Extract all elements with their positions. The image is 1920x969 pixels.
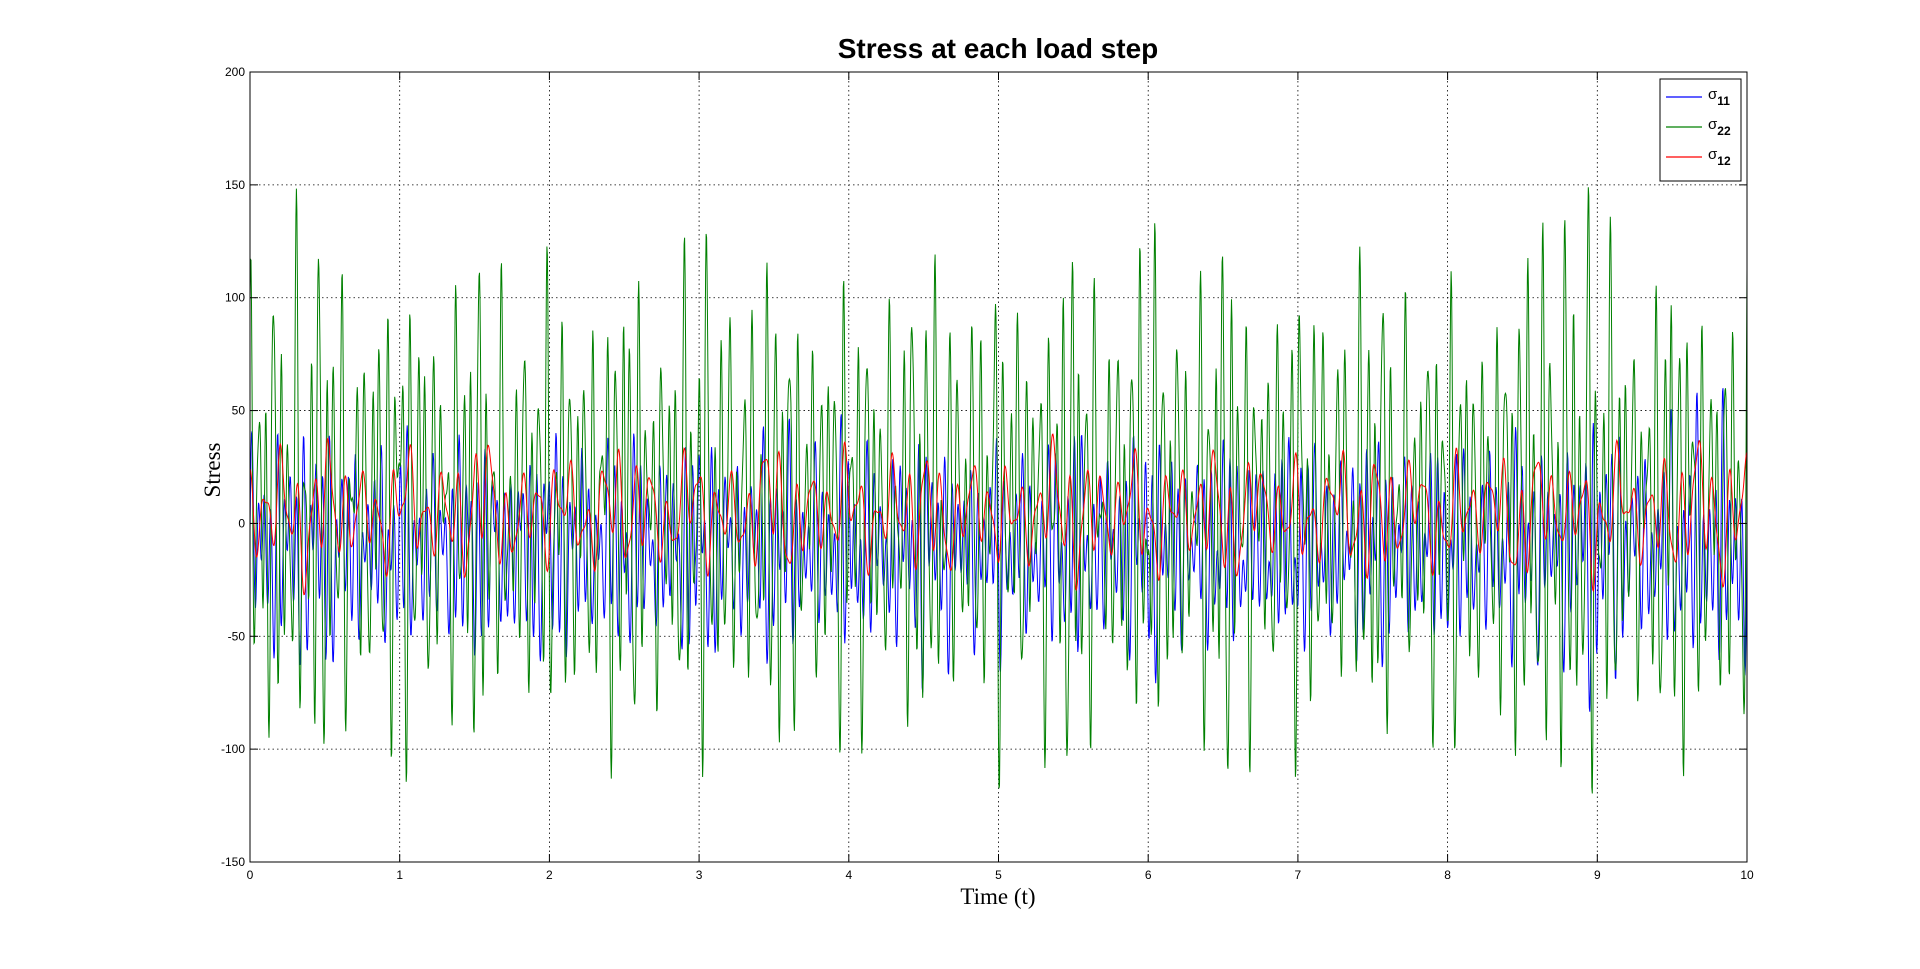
chart-title: Stress at each load step (838, 33, 1159, 64)
y-tick-label: 150 (225, 178, 245, 192)
series-line-sigma-12 (249, 433, 1748, 596)
y-tick-label: 100 (225, 291, 245, 305)
series-layer (249, 187, 1748, 794)
x-tick-label: 6 (1145, 868, 1152, 882)
x-tick-label: 1 (396, 868, 403, 882)
y-axis-label: Stress (200, 442, 225, 497)
y-tick-label: 0 (238, 516, 245, 530)
x-tick-label: 4 (845, 868, 852, 882)
legend-box (1659, 78, 1742, 182)
y-tick-label: -150 (221, 855, 245, 869)
legend-symbol: σ (1708, 146, 1718, 163)
x-tick-label: 8 (1444, 868, 1451, 882)
legend-entry-sigma-12: σ12 (1708, 146, 1731, 168)
legend-entry-sigma-11: σ11 (1708, 86, 1730, 108)
legend-subscript: 12 (1717, 154, 1731, 168)
legend-symbol: σ (1708, 86, 1718, 103)
x-tick-label: 7 (1295, 868, 1302, 882)
x-tick-label: 10 (1740, 868, 1754, 882)
y-tick-label: 50 (232, 404, 246, 418)
x-tick-label: 0 (247, 868, 254, 882)
legend-subscript: 22 (1717, 124, 1731, 138)
legend-subscript: 11 (1717, 94, 1730, 108)
x-axis-label: Time (t) (960, 884, 1035, 909)
x-tick-label: 3 (696, 868, 703, 882)
y-tick-label: -50 (228, 629, 246, 643)
x-tick-label: 9 (1594, 868, 1601, 882)
x-tick-label: 2 (546, 868, 553, 882)
series-line-sigma-22 (249, 187, 1748, 794)
x-tick-label: 5 (995, 868, 1002, 882)
legend-entry-sigma-22: σ22 (1708, 116, 1731, 138)
legend-symbol: σ (1708, 116, 1718, 133)
y-tick-label: -100 (221, 742, 245, 756)
y-tick-label: 200 (225, 65, 245, 79)
